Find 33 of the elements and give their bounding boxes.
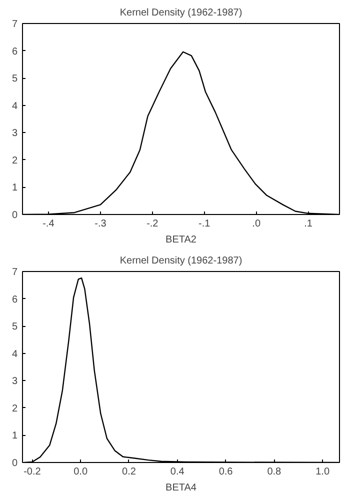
y-tick-label: 3 <box>12 128 18 140</box>
y-tick-label: 0 <box>12 210 18 221</box>
y-tick-label: 1 <box>12 430 18 442</box>
y-tick-label: 3 <box>12 376 18 388</box>
y-tick-label: 2 <box>12 403 18 414</box>
x-axis-title: BETA2 <box>166 234 197 246</box>
x-tick-label: .1 <box>304 218 313 230</box>
y-tick-label: 5 <box>12 322 18 333</box>
x-tick-label: .0 <box>252 218 261 230</box>
y-tick-label: 5 <box>12 74 18 85</box>
y-tick-label: 0 <box>12 458 18 469</box>
chart-title: Kernel Density (1962-1987) <box>120 8 242 18</box>
y-tick-label: 7 <box>12 267 18 278</box>
x-tick-label: -.2 <box>146 218 159 230</box>
chart-title: Kernel Density (1962-1987) <box>120 256 242 266</box>
x-tick-label: 0.6 <box>218 466 234 478</box>
x-tick-label: -.4 <box>42 218 55 230</box>
x-tick-label: 0.8 <box>267 466 282 478</box>
y-tick-label: 4 <box>12 348 18 360</box>
y-tick-label: 4 <box>12 100 18 112</box>
x-tick-label: -0.2 <box>24 466 42 478</box>
y-tick-label: 6 <box>12 294 18 306</box>
y-tick-label: 7 <box>12 19 18 30</box>
x-tick-label: 1.0 <box>316 466 330 478</box>
x-tick-label: -.3 <box>94 218 107 230</box>
y-tick-label: 2 <box>12 155 18 166</box>
x-tick-label: 0.4 <box>170 466 185 478</box>
x-tick-label: 0.2 <box>122 466 136 478</box>
x-tick-label: 0.0 <box>74 466 88 478</box>
y-tick-label: 6 <box>12 46 18 58</box>
x-tick-label: -.1 <box>198 218 211 230</box>
y-tick-label: 1 <box>12 182 18 194</box>
x-axis-title: BETA4 <box>166 482 197 494</box>
